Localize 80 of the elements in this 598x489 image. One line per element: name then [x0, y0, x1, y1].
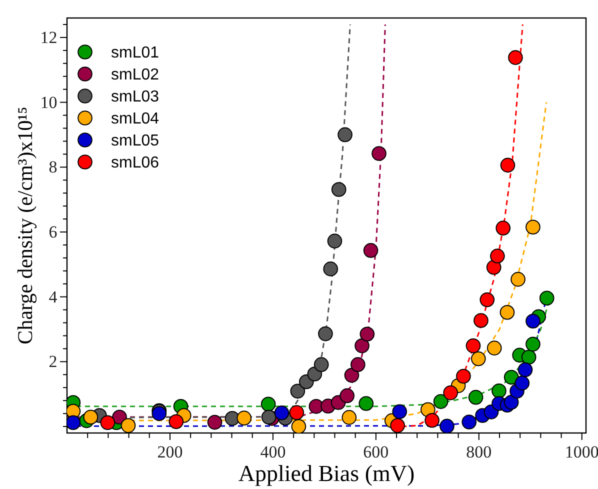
point — [318, 326, 333, 342]
point — [67, 415, 81, 430]
point — [466, 338, 481, 354]
y-tick-label: 2 — [48, 352, 58, 372]
x-tick-label: 600 — [363, 442, 389, 462]
point — [514, 376, 530, 390]
point — [392, 404, 408, 419]
point — [526, 220, 540, 235]
point — [100, 415, 116, 430]
point — [474, 313, 488, 328]
x-tick-label: 200 — [157, 442, 183, 462]
point — [261, 410, 276, 425]
point — [120, 418, 136, 433]
point — [354, 338, 370, 354]
point — [360, 326, 375, 342]
legend-label: smL06 — [111, 154, 160, 172]
legend-label: smL01 — [111, 44, 160, 62]
point — [470, 351, 486, 366]
point — [340, 388, 355, 404]
point — [443, 385, 458, 400]
point — [350, 357, 366, 372]
point — [440, 418, 454, 433]
point — [504, 394, 519, 410]
point — [207, 414, 222, 430]
point — [433, 394, 448, 409]
point — [508, 50, 523, 65]
point — [480, 292, 495, 308]
x-tick-label: 800 — [466, 442, 492, 462]
y-tick-label: 8 — [48, 158, 58, 177]
point — [456, 368, 471, 384]
legend-label: smL05 — [111, 132, 160, 150]
point — [500, 304, 515, 320]
y-tick-label: 10 — [40, 92, 58, 112]
point — [274, 406, 290, 420]
point — [338, 127, 352, 142]
point — [323, 262, 338, 276]
point — [462, 414, 477, 430]
point — [504, 370, 519, 385]
point — [314, 357, 329, 372]
x-axis-title: Applied Bias (mV) — [238, 461, 415, 486]
point — [290, 384, 306, 399]
point — [327, 234, 342, 248]
point — [492, 383, 506, 398]
point — [490, 248, 505, 264]
point — [526, 314, 540, 329]
x-tick-label: 400 — [260, 442, 286, 462]
point — [496, 220, 511, 236]
point — [358, 396, 374, 411]
point — [331, 182, 346, 197]
point — [390, 418, 405, 433]
point — [468, 390, 484, 405]
point — [308, 399, 324, 414]
point — [372, 146, 386, 161]
point — [289, 405, 304, 420]
point — [510, 272, 526, 287]
point — [526, 336, 540, 352]
point — [424, 412, 440, 428]
point — [486, 260, 502, 275]
legend-label: smL04 — [111, 110, 160, 128]
x-tick-label: 1000 — [564, 442, 598, 462]
legend-label: smL03 — [111, 88, 160, 106]
point — [521, 350, 536, 365]
legend-label: smL02 — [111, 66, 160, 84]
point — [224, 411, 240, 426]
y-tick-label: 12 — [40, 28, 58, 47]
point — [260, 396, 276, 412]
y-tick-label: 4 — [48, 287, 58, 306]
point — [486, 340, 502, 356]
point — [500, 158, 516, 173]
point — [168, 414, 184, 430]
y-tick-label: 6 — [48, 222, 58, 242]
point — [344, 368, 360, 383]
point — [291, 419, 306, 433]
point — [539, 290, 554, 306]
point — [236, 410, 252, 426]
point — [342, 410, 357, 425]
point — [518, 362, 533, 378]
point — [363, 243, 378, 258]
point — [83, 410, 98, 425]
y-axis-title: Charge density (e/cm³)x10¹⁵ — [13, 106, 37, 344]
